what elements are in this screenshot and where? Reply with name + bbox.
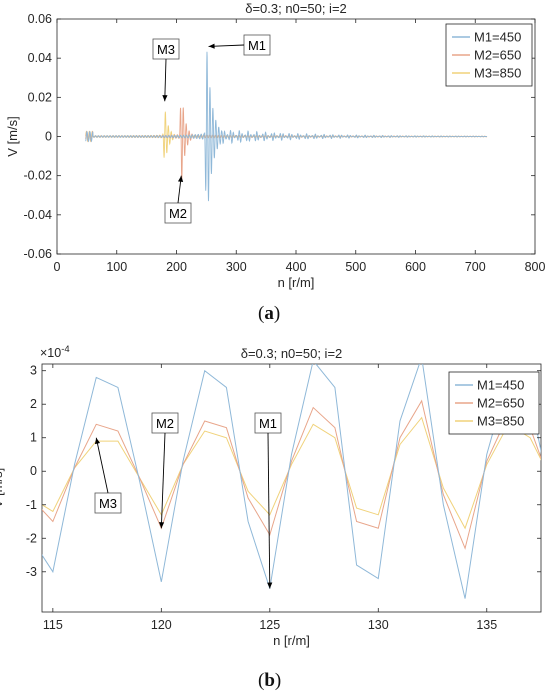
- chart-b-ytick-label: -2: [26, 531, 37, 545]
- chart-b-ytick-label: -3: [26, 565, 37, 579]
- chart-b-ytick-label: 2: [30, 397, 37, 411]
- chart-a-ytick-label: 0: [45, 130, 52, 144]
- chart-b-xtick-label: 120: [151, 618, 172, 632]
- chart-a-ytick-label: 0.02: [28, 90, 52, 104]
- chart-a-annotation-m3-arrow-head: [162, 95, 168, 102]
- chart-a-xtick-label: 300: [226, 260, 247, 274]
- chart-b-legend-entry: M2=650: [477, 396, 524, 411]
- chart-a-xtick-label: 500: [345, 260, 366, 274]
- chart-a-legend-entry: M1=450: [474, 30, 521, 45]
- chart-b-ylabel: V [m/s]: [0, 468, 5, 508]
- chart-a-title: δ=0.3; n0=50; i=2: [245, 1, 347, 16]
- panel-label-b: (b): [258, 670, 282, 691]
- chart-b-xtick-label: 130: [368, 618, 389, 632]
- chart-a-xtick-label: 600: [405, 260, 426, 274]
- chart-a-ytick-label: -0.02: [24, 169, 53, 183]
- chart-a-annotation-m1-text: M1: [248, 38, 266, 53]
- chart-b-series-1: [42, 364, 541, 599]
- chart-a: 0 100 200 300 400 500 600 700 8000.060.040.020-0…: [5, 1, 545, 290]
- chart-a-annotation-m2-text: M2: [169, 206, 187, 221]
- chart-b-xtick-label: 125: [259, 618, 280, 632]
- chart-a-xtick-label: 0: [54, 260, 61, 274]
- chart-a-annotation-m1-arrow-head: [208, 43, 215, 49]
- chart-b-annotation-m3-arrow-head: [94, 437, 101, 445]
- panel-label-a: (a): [258, 303, 281, 324]
- chart-a-annotation-m3-text: M3: [157, 42, 175, 57]
- chart-a-xtick-label: 800: [525, 260, 546, 274]
- chart-b-legend-entry: M1=450: [477, 378, 524, 393]
- chart-a-ytick-label: 0.04: [28, 51, 52, 65]
- chart-b-annotation-m3-arrow-line: [95, 437, 109, 494]
- chart-b-ytick-label: 3: [30, 364, 37, 378]
- chart-b-xtick-label: 115: [43, 618, 63, 632]
- chart-b-xtick-label: 135: [476, 618, 497, 632]
- chart-b-annotation-m2-arrow-line: [160, 432, 166, 529]
- chart-b-ytick-label: -1: [26, 498, 37, 512]
- chart-a-ytick-label: 0.06: [28, 12, 52, 26]
- chart-a-series-1: [85, 51, 487, 202]
- chart-a-legend-entry: M2=650: [474, 48, 521, 63]
- chart-b-ytick-label: 0: [30, 464, 37, 478]
- chart-a-legend-entry: M3=850: [474, 66, 521, 81]
- chart-b-series-2: [42, 399, 541, 550]
- chart-b-xlabel: n [r/m]: [273, 633, 310, 648]
- chart-a-xtick-label: 700: [465, 260, 486, 274]
- chart-a-ytick-label: -0.04: [24, 208, 53, 222]
- chart-b-series-3: [42, 416, 541, 530]
- chart-b-annotation-m2-text: M2: [156, 416, 174, 431]
- chart-b-title: δ=0.3; n0=50; i=2: [241, 346, 343, 361]
- chart-b-annotation-m1-arrow-line: [267, 432, 271, 589]
- chart-b: 115 120 125 130 135 3 2 1 0 -1 -2 -3 δ=0.3; n0=50; i…: [0, 344, 542, 648]
- chart-a-plot-area: [85, 51, 488, 202]
- chart-a-annotation-m2-arrow-head: [177, 175, 184, 182]
- chart-a-xtick-label: 200: [166, 260, 187, 274]
- chart-b-annotation-m1-text: M1: [259, 416, 277, 431]
- chart-a-xtick-label: 400: [286, 260, 307, 274]
- chart-a-annotation-m3-arrow-line: [164, 58, 167, 102]
- chart-b-annotation-m2-arrow-head: [158, 522, 165, 529]
- chart-b-legend-entry: M3=850: [477, 414, 524, 429]
- chart-b-annotation-m3-text: M3: [99, 496, 117, 511]
- chart-a-ylabel: V [m/s]: [5, 116, 20, 156]
- chart-a-xtick-label: 100: [106, 260, 127, 274]
- chart-a-xlabel: n [r/m]: [278, 275, 315, 290]
- chart-a-ytick-label: -0.06: [24, 247, 53, 261]
- chart-b-plot-area: [42, 364, 541, 599]
- chart-b-exponent-label: ×10-4: [40, 344, 70, 361]
- chart-b-ytick-label: 1: [30, 431, 37, 445]
- chart-b-annotation-m1-arrow-head: [267, 582, 273, 589]
